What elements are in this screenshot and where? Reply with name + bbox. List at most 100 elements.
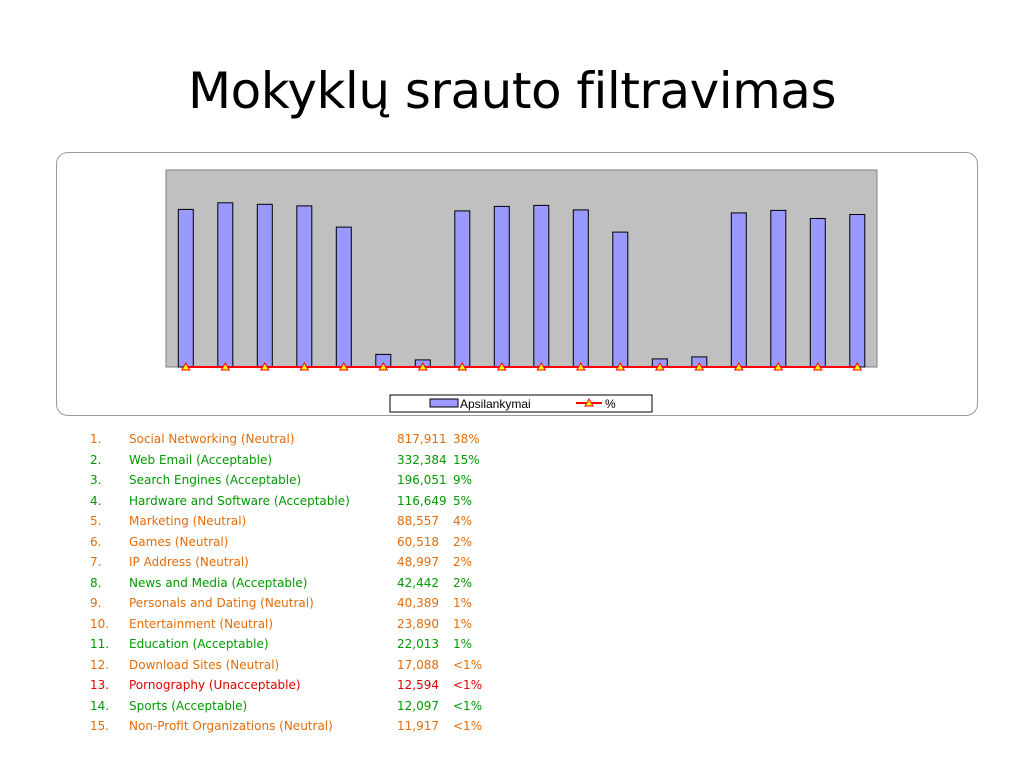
list-item-category: Sports (Acceptable) (129, 698, 248, 713)
list-item-category: Marketing (Neutral) (129, 514, 247, 528)
list-item-number: 11. (90, 637, 110, 651)
bar-15 (730, 212, 747, 368)
bar-series (177, 202, 866, 368)
bar-1 (177, 208, 194, 368)
list-item-category: Non-Profit Organizations (Neutral) (129, 719, 333, 733)
list-item-count: 88,557 (397, 514, 439, 528)
percent-marker-4 (299, 361, 310, 371)
percent-marker-14 (694, 361, 705, 371)
list-item-count: 22,013 (397, 637, 439, 651)
list-item-percent: <1% (453, 698, 483, 713)
chart-frame: Apsilankymai % (56, 152, 978, 416)
list-item-number: 14. (90, 698, 110, 713)
list-item-category: Social Networking (Neutral) (129, 432, 295, 446)
bar-16 (770, 209, 787, 368)
plot-area (165, 169, 878, 368)
list-item-number: 9. (90, 596, 102, 610)
list-item-number: 8. (90, 575, 102, 590)
list-item-percent: <1% (453, 657, 483, 672)
list-item-count: 42,442 (397, 575, 439, 590)
list-item-category: Education (Acceptable) (129, 637, 269, 651)
bar-9 (493, 205, 510, 368)
list-item-percent: 1% (453, 596, 473, 610)
bar-2 (217, 202, 234, 368)
percent-marker-17 (812, 361, 823, 371)
percent-marker-11 (575, 361, 586, 371)
list-item-count: 332,384 (397, 452, 447, 467)
percent-marker-15 (733, 361, 744, 371)
list-item-number: 10. (90, 616, 110, 631)
list-item-number: 2. (90, 452, 102, 467)
percent-marker-6 (378, 361, 389, 371)
bar-8 (454, 210, 471, 368)
list-item-percent: <1% (453, 719, 483, 733)
list-item-category: IP Address (Neutral) (129, 555, 249, 569)
percent-marker-1 (180, 361, 191, 371)
list-item-percent: 15% (453, 452, 480, 467)
legend: Apsilankymai % (389, 394, 653, 413)
list-item-number: 6. (90, 534, 102, 549)
list-item-count: 116,649 (397, 493, 447, 508)
list-item-count: 60,518 (397, 534, 439, 549)
list-item-category: Download Sites (Neutral) (129, 657, 280, 672)
percent-marker-16 (773, 361, 784, 371)
percent-marker-13 (654, 361, 665, 371)
bar-17 (809, 218, 826, 368)
percent-marker-10 (536, 361, 547, 371)
percent-marker-18 (852, 361, 863, 371)
legend-bar-label: Apsilankymai (460, 397, 531, 411)
list-item-percent: 5% (453, 493, 473, 508)
list-item-percent: 1% (453, 616, 473, 631)
list-item-category: Entertainment (Neutral) (129, 616, 274, 631)
list-item-number: 4. (90, 493, 102, 508)
percent-marker-3 (259, 361, 270, 371)
list-item-count: 12,097 (397, 698, 439, 713)
list-item-number: 5. (90, 514, 102, 528)
list-item-number: 13. (90, 678, 110, 692)
list-item-category: Personals and Dating (Neutral) (129, 596, 314, 610)
bar-chart: Apsilankymai % (165, 169, 878, 413)
list-item-number: 7. (90, 555, 102, 569)
list-item-count: 11,917 (397, 719, 439, 733)
list-item-percent: 1% (453, 637, 473, 651)
list-item-category: Web Email (Acceptable) (129, 452, 273, 467)
list-item-count: 196,051 (397, 473, 447, 487)
percent-marker-7 (417, 361, 428, 371)
legend-bar-swatch (429, 398, 459, 408)
bar-10 (533, 204, 550, 368)
list-item-count: 23,890 (397, 616, 439, 631)
list-item-category: Pornography (Unacceptable) (129, 678, 301, 692)
percent-marker-2 (220, 361, 231, 371)
bar-5 (335, 226, 352, 368)
list-item-number: 1. (90, 432, 102, 446)
list-item-percent: <1% (453, 678, 483, 692)
bar-3 (256, 203, 273, 368)
percent-marker-12 (615, 361, 626, 371)
list-item-category: Hardware and Software (Acceptable) (129, 493, 350, 508)
list-item-percent: 2% (453, 555, 473, 569)
list-item-percent: 2% (453, 575, 473, 590)
list-item-percent: 38% (453, 432, 480, 446)
list-item-count: 12,594 (397, 678, 439, 692)
bar-11 (572, 209, 589, 368)
percent-marker-5 (338, 361, 349, 371)
percent-marker-9 (496, 361, 507, 371)
bar-12 (612, 231, 629, 368)
bar-18 (849, 214, 866, 368)
list-item-category: News and Media (Acceptable) (129, 575, 308, 590)
list-item-percent: 4% (453, 514, 473, 528)
percent-marker-8 (457, 361, 468, 371)
list-item-count: 40,389 (397, 596, 439, 610)
list-item-count: 48,997 (397, 555, 439, 569)
list-item-number: 15. (90, 719, 110, 733)
list-item-number: 12. (90, 657, 110, 672)
legend-line-label: % (605, 397, 616, 411)
list-item-percent: 2% (453, 534, 473, 549)
list-item-count: 17,088 (397, 657, 439, 672)
list-item-percent: 9% (453, 473, 473, 487)
slide-title: Mokyklų srauto filtravimas (187, 62, 837, 120)
percent-series (180, 361, 863, 371)
bar-4 (296, 205, 313, 368)
list-item-count: 817,911 (397, 432, 447, 446)
list-item-number: 3. (90, 473, 102, 487)
